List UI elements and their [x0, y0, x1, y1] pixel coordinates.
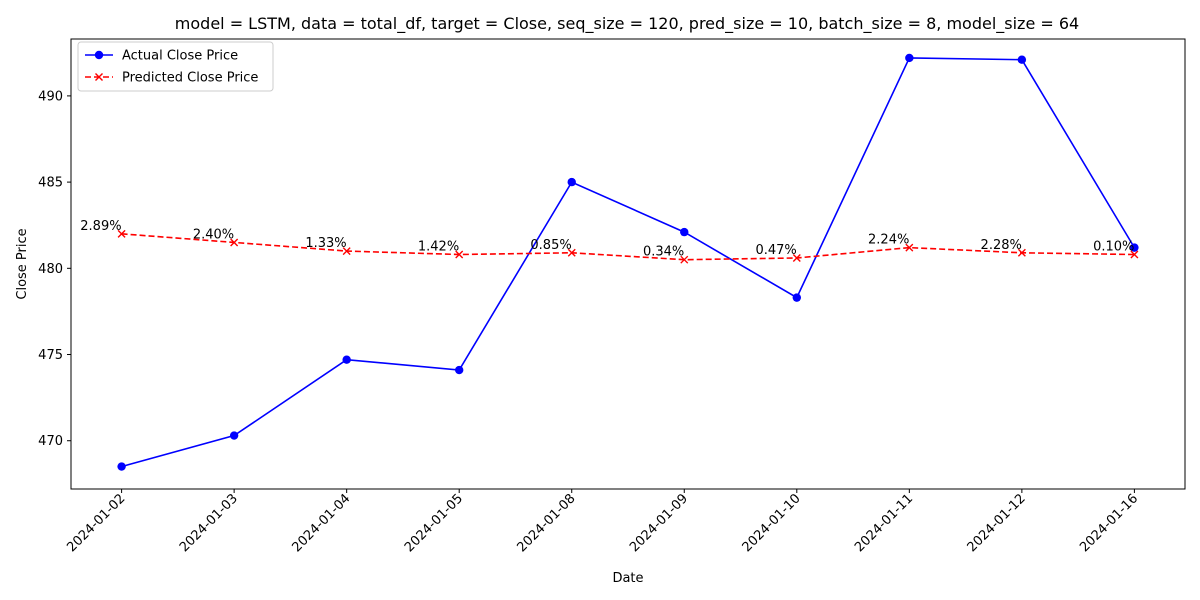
x-axis: 2024-01-02 2024-01-03 2024-01-04 2024-01-05… [64, 489, 1141, 555]
y-tick-label: 475 [38, 348, 63, 363]
data-point-actual [229, 431, 239, 440]
data-point-actual [792, 293, 801, 302]
y-axis: 470 475 480 485 490 [38, 89, 71, 449]
chart-title: model = LSTM, data = total_df, target = … [175, 14, 1079, 34]
error-annotation: 2.89% [80, 219, 121, 234]
y-tick-label: 480 [38, 262, 63, 277]
data-point-actual [455, 365, 464, 375]
x-tick-label: 2024-01-04 [289, 491, 353, 555]
data-point-actual [117, 462, 126, 471]
error-annotation: 2.40% [193, 227, 234, 242]
error-annotation: 0.85% [530, 238, 571, 253]
x-tick-label: 2024-01-08 [515, 491, 579, 555]
data-point-actual [342, 355, 351, 364]
x-tick-label: 2024-01-12 [965, 491, 1029, 555]
data-point-predicted [342, 247, 351, 256]
error-annotation: 1.33% [305, 236, 346, 251]
x-tick-label: 2024-01-03 [177, 491, 241, 555]
y-tick-label: 485 [38, 176, 63, 191]
legend-box [77, 41, 274, 92]
x-tick-label: 2024-01-09 [627, 491, 691, 555]
x-axis-label: Date [612, 571, 643, 586]
series-line-0 [121, 57, 1136, 468]
error-annotation: 0.34% [643, 245, 684, 260]
data-point-predicted [1017, 248, 1026, 257]
data-point-predicted [905, 243, 914, 252]
x-tick-label: 2024-01-11 [852, 491, 916, 555]
data-point-actual [680, 227, 689, 237]
x-tick-label: 2024-01-16 [1077, 491, 1141, 555]
series-layer [117, 53, 1139, 471]
error-annotation: 2.28% [981, 238, 1022, 253]
data-point-predicted [230, 238, 239, 247]
data-point-actual [1017, 55, 1027, 64]
y-tick-label: 490 [38, 89, 63, 104]
legend-label: Predicted Close Price [122, 71, 258, 86]
error-annotation: 2.24% [868, 233, 909, 248]
legend-marker [94, 50, 104, 60]
data-point-predicted [792, 253, 801, 262]
data-point-predicted [117, 229, 126, 238]
data-point-predicted [567, 248, 576, 257]
data-point-actual [905, 53, 914, 63]
x-tick-label: 2024-01-05 [402, 491, 466, 555]
data-point-predicted [1130, 250, 1139, 259]
error-annotation: 0.47% [755, 243, 796, 258]
plot-area [70, 38, 1186, 490]
error-annotation: 0.10% [1093, 240, 1134, 255]
data-point-actual [567, 177, 576, 187]
y-axis-label: Close Price [15, 228, 30, 299]
legend-marker [95, 73, 103, 81]
y-tick-label: 470 [38, 434, 63, 449]
data-point-predicted [455, 250, 464, 259]
series-line-1 [121, 233, 1135, 261]
x-tick-label: 2024-01-02 [64, 491, 128, 555]
x-tick-label: 2024-01-10 [740, 491, 804, 555]
error-annotation: 1.42% [418, 240, 459, 255]
legend: Actual Close Price Predicted Close Price [77, 41, 274, 92]
annotation-layer: 2.89% 2.40% 1.33% 1.42% 0.85% 0.34% 0.47% 2.24%… [80, 219, 1134, 260]
data-point-predicted [680, 255, 689, 264]
legend-label: Actual Close Price [122, 49, 238, 64]
data-point-actual [1130, 243, 1139, 252]
